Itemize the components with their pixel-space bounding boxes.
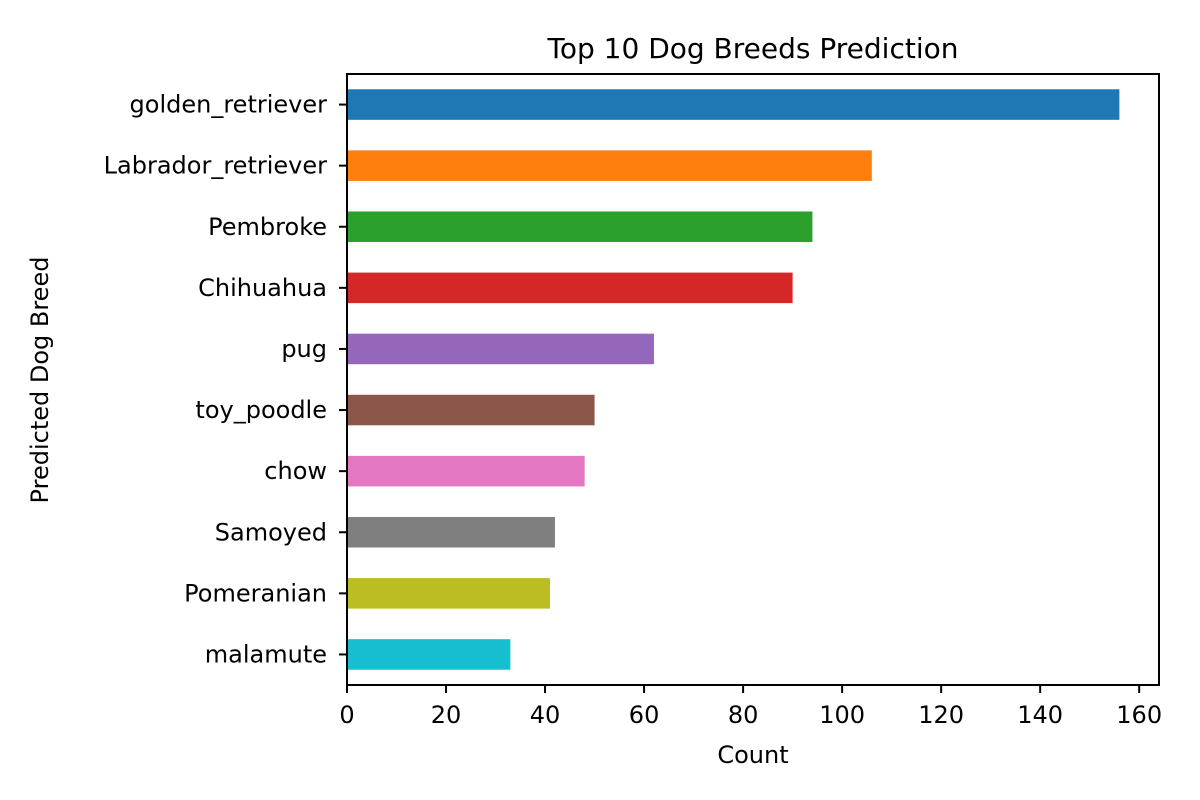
bar-Pembroke	[347, 211, 813, 243]
bar-malamute	[347, 639, 511, 670]
y-tick-label: Labrador_retriever	[104, 152, 327, 180]
bar-toy_poodle	[347, 394, 595, 426]
x-axis-title: Count	[717, 741, 788, 769]
x-tick-label: 100	[819, 701, 865, 729]
bar-golden_retriever	[347, 89, 1120, 120]
y-axis-title: Predicted Dog Breed	[26, 257, 54, 504]
x-axis: 0 20 40 60 80 100 120 140 160	[339, 685, 1162, 729]
x-tick-label: 40	[530, 701, 561, 729]
plot-frame	[346, 73, 1160, 686]
y-tick-label: chow	[264, 457, 327, 485]
bar-pug	[347, 333, 654, 365]
x-tick-label: 60	[629, 701, 660, 729]
x-tick-label: 120	[918, 701, 964, 729]
y-tick-label: pug	[281, 335, 327, 363]
x-tick-label: 0	[339, 701, 354, 729]
x-tick-label: 20	[431, 701, 462, 729]
y-axis: golden_retriever Labrador_retriever Pembro…	[104, 91, 347, 668]
x-tick-label: 160	[1116, 701, 1162, 729]
bars-layer	[347, 89, 1120, 670]
bar-Samoyed	[347, 516, 555, 548]
y-tick-label: Pomeranian	[184, 579, 327, 607]
chart-title: Top 10 Dog Breeds Prediction	[547, 32, 959, 65]
bar-Pomeranian	[347, 578, 550, 609]
y-tick-label: Samoyed	[215, 518, 327, 546]
y-tick-label: toy_poodle	[195, 396, 327, 424]
y-tick-label: malamute	[205, 640, 327, 668]
y-tick-label: Pembroke	[208, 213, 327, 241]
x-tick-label: 80	[728, 701, 759, 729]
x-tick-label: 140	[1017, 701, 1063, 729]
y-tick-label: golden_retriever	[130, 91, 328, 119]
bar-chow	[347, 455, 585, 487]
bar-Chihuahua	[347, 272, 793, 304]
y-tick-label: Chihuahua	[198, 274, 327, 302]
bar-Labrador_retriever	[347, 150, 872, 181]
